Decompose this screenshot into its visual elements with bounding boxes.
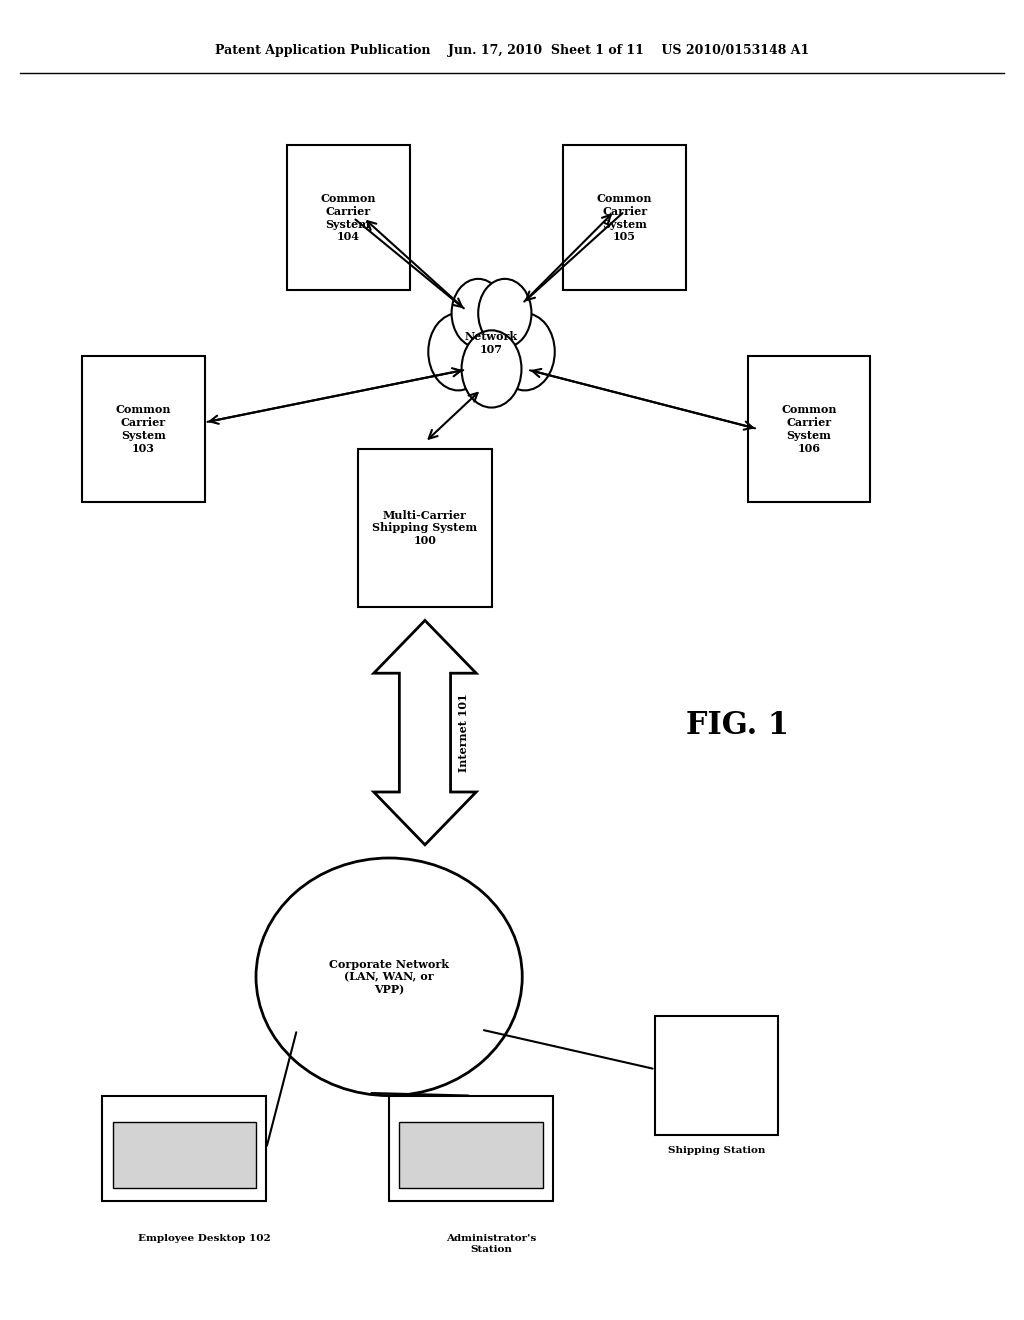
FancyBboxPatch shape	[655, 1016, 778, 1135]
FancyBboxPatch shape	[389, 1096, 553, 1201]
Ellipse shape	[256, 858, 522, 1096]
FancyBboxPatch shape	[563, 145, 686, 290]
Text: Network
107: Network 107	[465, 331, 518, 355]
Circle shape	[452, 279, 505, 347]
Text: FIG. 1: FIG. 1	[686, 710, 788, 742]
Circle shape	[452, 292, 531, 395]
Text: Common
Carrier
System
105: Common Carrier System 105	[597, 193, 652, 243]
Text: Common
Carrier
System
103: Common Carrier System 103	[116, 404, 171, 454]
Text: Multi-Carrier
Shipping System
100: Multi-Carrier Shipping System 100	[373, 510, 477, 546]
Text: Common
Carrier
System
106: Common Carrier System 106	[781, 404, 837, 454]
FancyBboxPatch shape	[748, 356, 870, 502]
Circle shape	[428, 313, 488, 391]
FancyBboxPatch shape	[102, 1096, 266, 1201]
Text: Shipping Station: Shipping Station	[668, 1146, 766, 1155]
Text: Corporate Network
(LAN, WAN, or
VPP): Corporate Network (LAN, WAN, or VPP)	[329, 958, 450, 995]
Polygon shape	[374, 620, 476, 845]
Text: Internet 101: Internet 101	[458, 693, 469, 772]
Text: Patent Application Publication    Jun. 17, 2010  Sheet 1 of 11    US 2010/015314: Patent Application Publication Jun. 17, …	[215, 44, 809, 57]
Text: Administrator's
Station: Administrator's Station	[446, 1234, 537, 1254]
Circle shape	[462, 330, 521, 408]
FancyBboxPatch shape	[399, 1122, 543, 1188]
Circle shape	[478, 279, 531, 347]
Circle shape	[495, 313, 555, 391]
Text: Common
Carrier
System
104: Common Carrier System 104	[321, 193, 376, 243]
FancyBboxPatch shape	[358, 449, 492, 607]
FancyBboxPatch shape	[113, 1122, 256, 1188]
FancyBboxPatch shape	[82, 356, 205, 502]
Text: Employee Desktop 102: Employee Desktop 102	[138, 1234, 271, 1243]
FancyBboxPatch shape	[287, 145, 410, 290]
